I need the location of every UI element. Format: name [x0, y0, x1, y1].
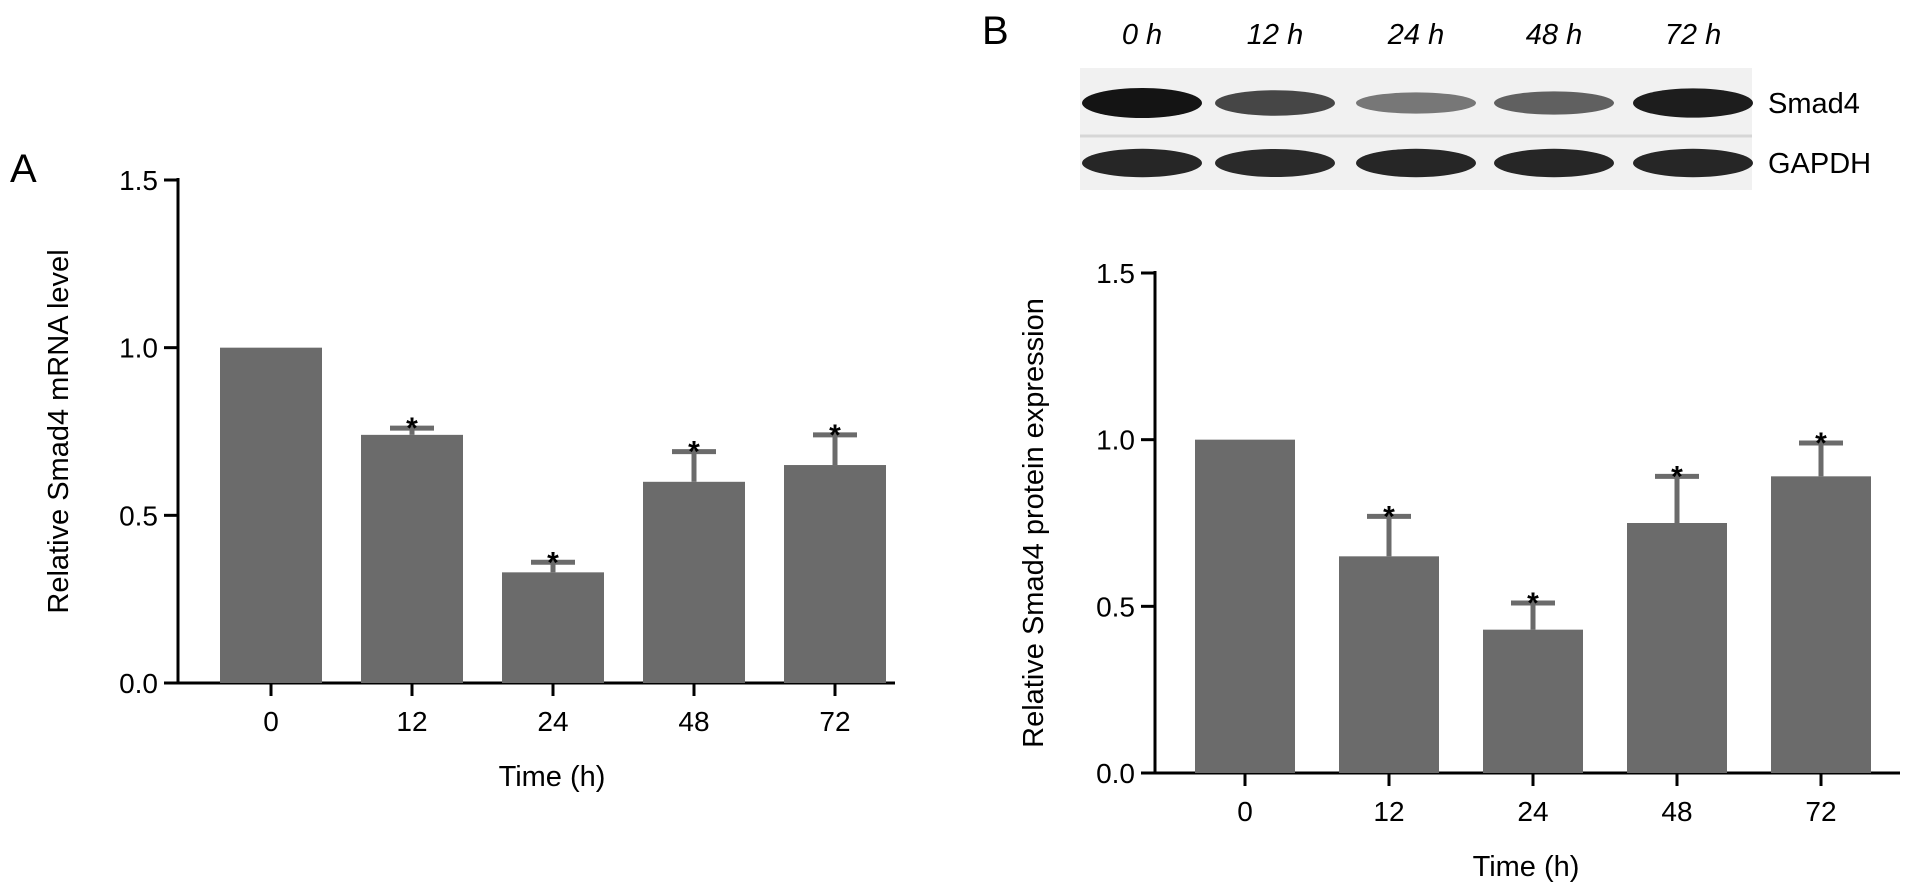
significance-marker: * [547, 546, 559, 579]
x-tick-label: 48 [1661, 796, 1692, 827]
band-gapdh [1082, 148, 1202, 178]
lane-label: 72 h [1665, 19, 1721, 51]
y-tick-label: 0.0 [119, 668, 158, 699]
lane-label: 24 h [1387, 19, 1444, 51]
band-gapdh [1356, 148, 1476, 178]
band-smad4 [1082, 88, 1202, 118]
x-tick-label: 0 [1237, 796, 1253, 827]
band-gapdh [1633, 148, 1753, 178]
y-tick-label: 1.5 [119, 165, 158, 196]
x-tick-label: 72 [819, 706, 850, 737]
bar [1195, 439, 1295, 773]
significance-marker: * [406, 412, 418, 445]
x-tick-label: 12 [1373, 796, 1404, 827]
x-tick-label: 24 [1517, 796, 1548, 827]
y-tick-label: 1.0 [1096, 425, 1135, 456]
x-tick-label: 12 [396, 706, 427, 737]
significance-marker: * [1383, 500, 1395, 533]
panel-b-letter: B [982, 9, 1009, 53]
lane-label: 48 h [1526, 19, 1582, 51]
band-smad4 [1356, 92, 1476, 114]
band-gapdh [1494, 148, 1614, 178]
y-tick-label: 0.5 [1096, 591, 1135, 622]
bar [502, 572, 604, 683]
y-tick-label: 1.0 [119, 333, 158, 364]
band-smad4 [1633, 88, 1753, 118]
y-axis-title: Relative Smad4 mRNA level [43, 249, 75, 613]
x-tick-label: 72 [1805, 796, 1836, 827]
x-axis-title: Time (h) [1473, 851, 1580, 883]
significance-marker: * [1527, 587, 1539, 620]
x-tick-label: 0 [263, 706, 279, 737]
bar [643, 481, 745, 683]
band-label: GAPDH [1768, 148, 1871, 180]
bar [1771, 476, 1871, 773]
x-axis-title: Time (h) [499, 761, 606, 793]
band-smad4 [1494, 91, 1614, 115]
western-blot: 0 h 12 h 24 h 48 h 72 h Smad4 GAPDH [1080, 19, 1871, 190]
bar [1339, 556, 1439, 773]
panel-a-letter: A [10, 147, 37, 191]
chart-b: 0.0 0.5 1.0 1.5 0 * 12 * 24 * 48 * 72 Time (h) Relativ… [1018, 258, 1900, 883]
band-smad4 [1215, 90, 1335, 116]
y-tick-label: 1.5 [1096, 258, 1135, 289]
y-tick-label: 0.5 [119, 500, 158, 531]
x-tick-label: 24 [537, 706, 568, 737]
bar [361, 434, 463, 683]
band-label: Smad4 [1768, 88, 1860, 120]
significance-marker: * [688, 436, 700, 469]
bar [220, 347, 322, 683]
y-axis-title: Relative Smad4 protein expression [1018, 298, 1050, 748]
lane-label: 12 h [1247, 19, 1303, 51]
y-tick-label: 0.0 [1096, 758, 1135, 789]
lane-label: 0 h [1122, 19, 1162, 51]
bar [1627, 523, 1727, 773]
bar [1483, 629, 1583, 773]
x-tick-label: 48 [678, 706, 709, 737]
significance-marker: * [1815, 427, 1827, 460]
bar [784, 465, 886, 683]
chart-a: 0.0 0.5 1.0 1.5 0 * 12 * 24 * 48 * 72 Time (h) Relativ… [43, 165, 895, 793]
significance-marker: * [1671, 460, 1683, 493]
band-gapdh [1215, 148, 1335, 178]
significance-marker: * [829, 419, 841, 452]
